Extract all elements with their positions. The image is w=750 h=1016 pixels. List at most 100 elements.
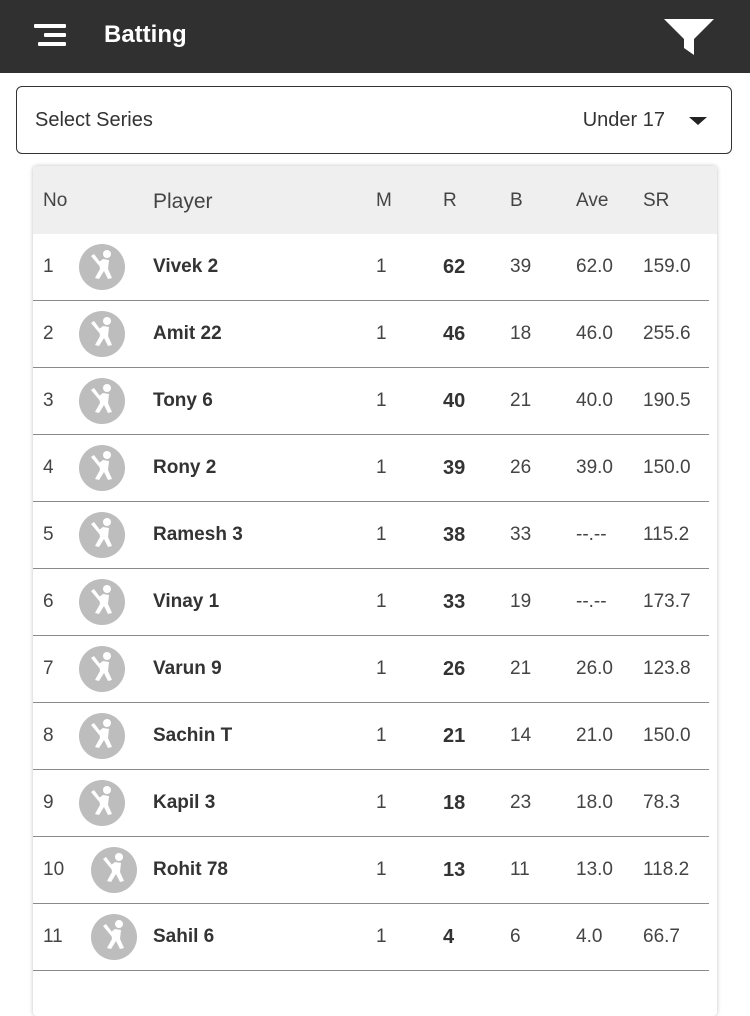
row-no: 1 xyxy=(43,256,54,277)
average: 13.0 xyxy=(576,859,613,880)
row-no: 4 xyxy=(43,457,54,478)
balls: 14 xyxy=(510,725,532,746)
runs: 39 xyxy=(443,457,466,479)
row-no: 10 xyxy=(43,859,65,880)
strike-rate: 123.8 xyxy=(643,658,691,679)
row-no: 6 xyxy=(43,591,54,612)
header-average: Ave xyxy=(576,190,609,211)
strike-rate: 159.0 xyxy=(643,256,691,277)
header-no: No xyxy=(43,190,68,211)
matches: 1 xyxy=(376,859,387,880)
balls: 19 xyxy=(510,591,532,612)
player-name: Rony 2 xyxy=(153,457,217,478)
balls: 21 xyxy=(510,658,532,679)
matches: 1 xyxy=(376,524,387,545)
balls: 33 xyxy=(510,524,532,545)
player-name: Varun 9 xyxy=(153,658,222,679)
runs: 21 xyxy=(443,725,466,747)
balls: 18 xyxy=(510,323,532,344)
filter-icon[interactable] xyxy=(662,17,716,57)
batting-table: No Player M R B Ave SR 1 Vivek 2 1 62 39 62.0… xyxy=(33,166,717,1016)
strike-rate: 150.0 xyxy=(643,725,691,746)
balls: 6 xyxy=(510,926,521,947)
average: 21.0 xyxy=(576,725,613,746)
page-title: Batting xyxy=(104,21,187,48)
table-row[interactable]: 2 Amit 22 1 46 18 46.0 255.6 xyxy=(33,301,709,368)
runs: 4 xyxy=(443,926,455,948)
runs: 26 xyxy=(443,658,466,680)
table-row[interactable]: 3 Tony 6 1 40 21 40.0 190.5 xyxy=(33,368,709,435)
header-runs: R xyxy=(443,190,457,211)
batsman-avatar-icon xyxy=(79,244,125,290)
batsman-avatar-icon xyxy=(79,579,125,625)
player-name: Kapil 3 xyxy=(153,792,216,813)
table-row[interactable]: 5 Ramesh 3 1 38 33 --.-- 115.2 xyxy=(33,502,709,569)
runs: 62 xyxy=(443,256,466,278)
average: 46.0 xyxy=(576,323,613,344)
runs: 33 xyxy=(443,591,466,613)
balls: 23 xyxy=(510,792,532,813)
caret-down-icon[interactable] xyxy=(689,117,707,125)
row-no: 11 xyxy=(43,926,63,947)
matches: 1 xyxy=(376,390,387,411)
matches: 1 xyxy=(376,591,387,612)
balls: 39 xyxy=(510,256,532,277)
header-matches: M xyxy=(376,190,392,211)
matches: 1 xyxy=(376,457,387,478)
table-row[interactable]: 8 Sachin T 1 21 14 21.0 150.0 xyxy=(33,703,709,770)
batsman-avatar-icon xyxy=(79,445,125,491)
player-name: Tony 6 xyxy=(153,390,213,411)
strike-rate: 115.2 xyxy=(643,524,690,545)
runs: 38 xyxy=(443,524,466,546)
strike-rate: 118.2 xyxy=(643,859,690,880)
player-name: Sahil 6 xyxy=(153,926,215,947)
row-no: 5 xyxy=(43,524,54,545)
matches: 1 xyxy=(376,725,387,746)
player-name: Vinay 1 xyxy=(153,591,220,612)
series-select-value: Under 17 xyxy=(582,109,665,131)
balls: 11 xyxy=(510,859,530,880)
table-row[interactable]: 1 Vivek 2 1 62 39 62.0 159.0 xyxy=(33,234,709,301)
average: 18.0 xyxy=(576,792,613,813)
batsman-avatar-icon xyxy=(79,713,125,759)
table-row[interactable]: 7 Varun 9 1 26 21 26.0 123.8 xyxy=(33,636,709,703)
matches: 1 xyxy=(376,256,387,277)
runs: 46 xyxy=(443,323,466,345)
row-no: 7 xyxy=(43,658,54,679)
batsman-avatar-icon xyxy=(79,378,125,424)
table-row[interactable]: 6 Vinay 1 1 33 19 --.-- 173.7 xyxy=(33,569,709,636)
batsman-avatar-icon xyxy=(91,847,137,893)
player-name: Ramesh 3 xyxy=(153,524,243,545)
menu-icon[interactable] xyxy=(34,24,70,50)
table-row[interactable]: 11 Sahil 6 1 4 6 4.0 66.7 xyxy=(33,904,709,971)
strike-rate: 173.7 xyxy=(643,591,691,612)
average: 26.0 xyxy=(576,658,613,679)
table-header: No Player M R B Ave SR xyxy=(33,166,717,234)
average: 62.0 xyxy=(576,256,613,277)
batsman-avatar-icon xyxy=(79,646,125,692)
header-balls: B xyxy=(510,190,523,211)
balls: 26 xyxy=(510,457,532,478)
strike-rate: 190.5 xyxy=(643,390,691,411)
table-row[interactable]: 10 Rohit 78 1 13 11 13.0 118.2 xyxy=(33,837,709,904)
strike-rate: 78.3 xyxy=(643,792,680,813)
batsman-avatar-icon xyxy=(79,512,125,558)
table-row[interactable]: 4 Rony 2 1 39 26 39.0 150.0 xyxy=(33,435,709,502)
runs: 13 xyxy=(443,859,466,881)
matches: 1 xyxy=(376,658,387,679)
row-no: 9 xyxy=(43,792,54,813)
player-name: Rohit 78 xyxy=(153,859,228,880)
average: 4.0 xyxy=(576,926,603,947)
series-select[interactable]: Select Series Under 17 xyxy=(16,86,732,154)
matches: 1 xyxy=(376,926,387,947)
runs: 18 xyxy=(443,792,466,814)
header-player: Player xyxy=(153,190,213,213)
balls: 21 xyxy=(510,390,532,411)
app-bar: Batting xyxy=(0,0,750,73)
strike-rate: 150.0 xyxy=(643,457,691,478)
table-row[interactable]: 9 Kapil 3 1 18 23 18.0 78.3 xyxy=(33,770,709,837)
player-name: Amit 22 xyxy=(153,323,222,344)
strike-rate: 255.6 xyxy=(643,323,691,344)
row-no: 3 xyxy=(43,390,54,411)
average: 39.0 xyxy=(576,457,613,478)
